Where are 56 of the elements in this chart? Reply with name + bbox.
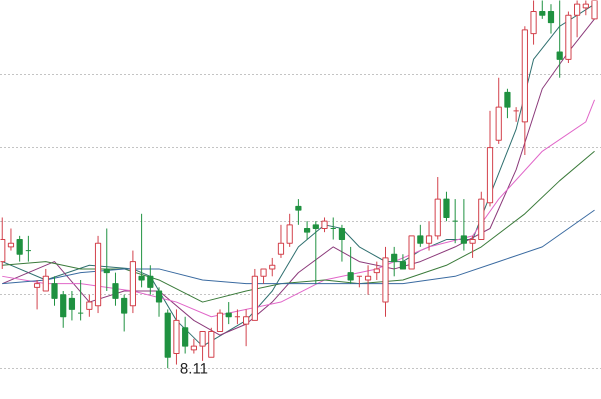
candlestick	[260, 268, 267, 284]
candlestick	[504, 88, 511, 119]
candlestick	[469, 235, 476, 258]
candlestick	[112, 272, 119, 306]
candlestick	[400, 254, 406, 270]
candlestick	[78, 279, 84, 321]
annotation: 8.11	[180, 360, 208, 378]
candlestick	[443, 191, 450, 222]
candlestick	[182, 316, 188, 354]
candlestick	[417, 224, 424, 248]
candlestick	[51, 276, 58, 306]
candlestick	[530, 0, 537, 46]
candlestick	[556, 0, 563, 78]
candlestick	[104, 228, 110, 292]
candlestick	[121, 294, 128, 332]
candlestick	[312, 220, 319, 284]
candlestick	[286, 213, 293, 248]
candlestick	[304, 220, 310, 240]
candlestick	[60, 290, 66, 328]
candlestick	[391, 246, 398, 277]
candlestick	[16, 235, 23, 262]
candlestick	[539, 0, 546, 20]
candlestick	[295, 198, 302, 226]
candlestick	[138, 213, 145, 288]
candlestick	[548, 4, 554, 34]
candlestick	[513, 106, 520, 122]
candlestick	[338, 224, 346, 262]
candlestick	[68, 290, 76, 321]
candlestick	[321, 216, 328, 233]
candlestick	[34, 279, 40, 310]
candlestick	[426, 220, 432, 252]
candlestick	[574, 0, 580, 38]
candlestick	[582, 0, 589, 16]
candlestick	[199, 330, 206, 362]
candlestick	[591, 0, 598, 20]
candlestick	[226, 302, 232, 325]
candlestick	[348, 246, 354, 284]
candlestick	[8, 228, 14, 252]
candlestick	[0, 216, 6, 270]
candlestick	[374, 261, 380, 280]
candlestick	[216, 308, 224, 332]
candlestick	[190, 338, 197, 354]
candlestick	[243, 308, 250, 347]
candlestick	[269, 257, 276, 277]
candlestick	[364, 264, 372, 296]
candlestick	[278, 224, 284, 258]
candlestick	[42, 268, 49, 292]
candlestick	[330, 216, 336, 240]
candlestick	[156, 286, 162, 318]
candlestick	[234, 308, 241, 325]
candlestick	[452, 198, 458, 244]
candlestick	[460, 198, 467, 252]
candlestick	[147, 264, 154, 296]
candlestick	[25, 235, 32, 262]
candlestick	[356, 276, 362, 288]
candlestick	[86, 294, 92, 318]
